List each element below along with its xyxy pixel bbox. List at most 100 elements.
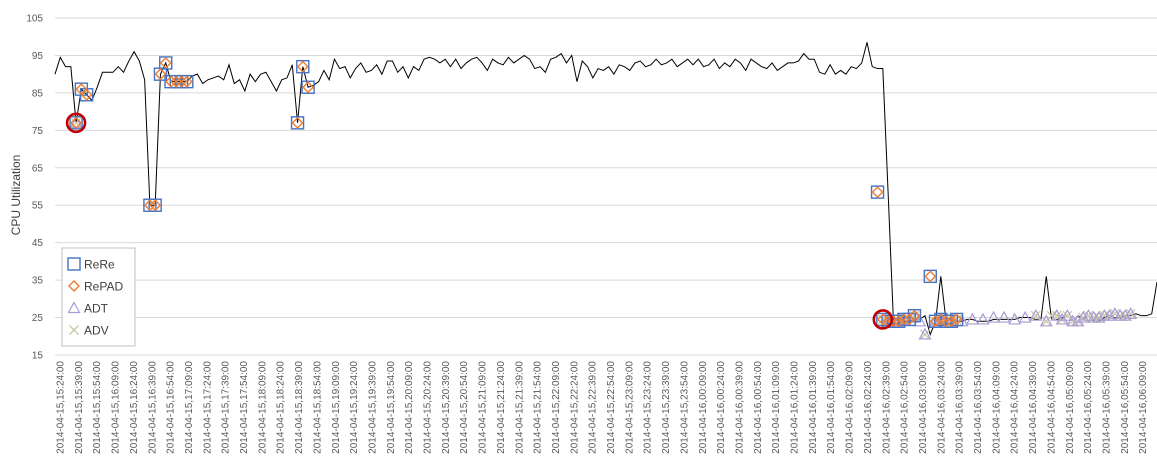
x-axis-ticks: 2014-04-15,15:24:00 2014-04-15,15:39:00 20… (56, 361, 1150, 454)
y-tick-label-35: 35 (32, 276, 44, 287)
point-repad-4 (149, 199, 162, 212)
point-rere-11 (290, 116, 305, 130)
point-rere-22 (923, 269, 937, 284)
point-repad-9 (175, 75, 188, 88)
x-tick-label-58: 2014-04-16,05:54:00 (1120, 361, 1131, 454)
x-tick-label-15: 2014-04-15,19:09:00 (331, 361, 342, 454)
x-tick-label-35: 2014-04-16,00:09:00 (698, 361, 709, 454)
x-tick-label-23: 2014-04-15,21:09:00 (478, 361, 489, 454)
point-adt-17 (1029, 308, 1043, 321)
x-tick-label-56: 2014-04-16,05:24:00 (1083, 361, 1094, 454)
point-rere-4 (148, 198, 162, 212)
point-adt-21 (1060, 308, 1074, 321)
legend-marker-adv (69, 325, 79, 335)
legend-label-adt: ADT (84, 302, 109, 316)
x-tick-label-5: 2014-04-15,16:39:00 (147, 361, 158, 454)
point-adt-24 (1076, 310, 1090, 323)
point-adt-6 (918, 327, 932, 340)
point-repad-3 (143, 199, 156, 212)
point-repad-6 (159, 56, 172, 69)
point-rere-24 (934, 312, 948, 327)
series-rere (69, 56, 964, 328)
x-tick-label-12: 2014-04-15,18:24:00 (276, 361, 287, 454)
x-tick-label-48: 2014-04-16,03:24:00 (936, 361, 947, 454)
x-tick-label-24: 2014-04-15,21:24:00 (496, 361, 507, 454)
point-rere-14 (870, 185, 885, 199)
point-adt-5 (913, 314, 927, 327)
y-axis-ticks: 15 25 35 45 55 65 75 85 95 105 (26, 14, 43, 362)
point-rere-15 (876, 312, 890, 327)
point-repad-17 (887, 315, 900, 328)
x-tick-label-22: 2014-04-15,20:54:00 (459, 361, 470, 454)
x-tick-label-46: 2014-04-16,02:54:00 (900, 361, 911, 454)
x-tick-label-8: 2014-04-15,17:24:00 (202, 361, 213, 454)
x-tick-label-7: 2014-04-15,17:09:00 (184, 361, 195, 454)
point-adt-16 (1018, 310, 1032, 323)
point-adt-11 (965, 312, 979, 325)
point-adt-12 (976, 312, 990, 325)
x-tick-label-3: 2014-04-15,16:09:00 (111, 361, 122, 454)
x-tick-label-37: 2014-04-16,00:39:00 (734, 361, 745, 454)
legend-label-rere: ReRe (84, 258, 115, 272)
legend-label-adv: ADV (84, 324, 109, 338)
point-repad-27 (950, 313, 963, 326)
point-adt-29 (1103, 308, 1117, 321)
point-adv-8 (951, 314, 962, 325)
series-line-cpu (54, 42, 1157, 336)
point-repad-23 (929, 315, 942, 328)
point-repad-11 (291, 116, 304, 129)
legend-marker-adt (67, 301, 81, 314)
point-adv-18 (1083, 310, 1094, 321)
x-tick-label-38: 2014-04-16,00:54:00 (753, 361, 764, 454)
highlight-circle-1 (872, 309, 894, 330)
y-tick-label-105: 105 (26, 14, 43, 25)
x-tick-label-49: 2014-04-16,03:39:00 (955, 361, 966, 454)
x-tick-label-0: 2014-04-15,15:24:00 (56, 361, 67, 454)
x-tick-label-59: 2014-04-16,06:09:00 (1138, 361, 1149, 454)
point-adt-19 (1050, 308, 1064, 321)
x-tick-label-55: 2014-04-16,05:09:00 (1065, 361, 1076, 454)
point-rere-13 (301, 80, 315, 94)
point-repad-2 (80, 88, 93, 101)
point-adt-13 (987, 310, 1001, 323)
point-repad-12 (296, 60, 309, 73)
point-repad-0 (70, 116, 83, 129)
point-adv-26 (1125, 308, 1136, 319)
x-tick-label-21: 2014-04-15,20:39:00 (441, 361, 452, 454)
x-tick-label-36: 2014-04-16,00:24:00 (716, 361, 727, 454)
point-repad-18 (892, 315, 905, 328)
point-adt-32 (1118, 308, 1132, 321)
y-tick-label-95: 95 (32, 51, 44, 62)
point-adv-9 (1030, 310, 1041, 321)
point-adt-25 (1081, 308, 1095, 321)
series-repad (70, 56, 963, 328)
x-tick-label-19: 2014-04-15,20:09:00 (404, 361, 415, 454)
y-tick-label-65: 65 (32, 163, 44, 174)
x-tick-label-34: 2014-04-15,23:54:00 (679, 361, 690, 454)
x-tick-label-27: 2014-04-15,22:09:00 (551, 361, 562, 454)
point-adt-27 (1092, 310, 1106, 323)
point-repad-25 (940, 315, 953, 328)
legend-label-repad: RePAD (84, 280, 123, 294)
x-tick-label-16: 2014-04-15,19:24:00 (349, 361, 360, 454)
point-adt-30 (1108, 307, 1122, 319)
legend-marker-repad (68, 280, 80, 292)
x-tick-label-6: 2014-04-15,16:54:00 (166, 361, 177, 454)
point-repad-10 (180, 75, 193, 88)
point-rere-0 (69, 116, 83, 130)
x-tick-label-44: 2014-04-16,02:24:00 (863, 361, 874, 454)
point-repad-5 (154, 68, 167, 81)
x-tick-label-20: 2014-04-15,20:24:00 (423, 361, 434, 454)
point-repad-26 (945, 315, 958, 328)
point-adv-1 (877, 314, 888, 325)
point-adt-33 (1124, 307, 1138, 319)
x-tick-label-25: 2014-04-15,21:39:00 (514, 361, 525, 454)
point-adv-0 (71, 117, 82, 128)
x-tick-label-4: 2014-04-15,16:24:00 (129, 361, 140, 454)
y-tick-label-15: 15 (32, 351, 44, 362)
x-tick-label-43: 2014-04-16,02:09:00 (845, 361, 856, 454)
x-tick-label-41: 2014-04-16,01:39:00 (808, 361, 819, 454)
series-adt (69, 116, 1138, 340)
x-tick-label-17: 2014-04-15,19:39:00 (367, 361, 378, 454)
